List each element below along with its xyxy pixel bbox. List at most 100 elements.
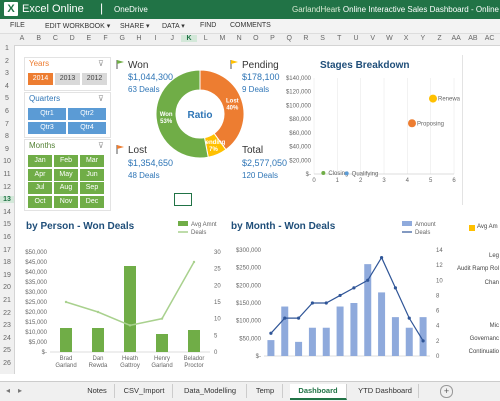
menu-data[interactable]: DATA ▾ bbox=[162, 23, 185, 30]
deals-point[interactable] bbox=[407, 316, 411, 320]
tab-temp[interactable]: Temp bbox=[248, 384, 283, 398]
deals-point[interactable] bbox=[393, 286, 398, 290]
person-bar[interactable] bbox=[124, 266, 136, 352]
month-chip[interactable]: Nov bbox=[54, 195, 78, 208]
column-header[interactable]: E bbox=[86, 35, 92, 42]
row-header[interactable]: 6 bbox=[5, 108, 9, 115]
deals-point[interactable] bbox=[160, 317, 164, 320]
deals-point[interactable] bbox=[338, 293, 342, 298]
deals-point[interactable] bbox=[269, 331, 273, 335]
row-header[interactable]: 17 bbox=[3, 246, 11, 254]
column-header[interactable]: AC bbox=[484, 35, 495, 42]
scroll-right-icon[interactable]: ▸ bbox=[18, 386, 23, 395]
column-header[interactable]: Q bbox=[286, 35, 292, 42]
deals-point[interactable] bbox=[366, 278, 370, 282]
filter-clear-icon[interactable]: ⊽ bbox=[98, 141, 104, 150]
add-sheet-button[interactable]: + bbox=[440, 385, 453, 398]
deals-point[interactable] bbox=[310, 301, 315, 305]
column-header[interactable]: P bbox=[270, 35, 275, 42]
month-chip[interactable]: Apr bbox=[28, 168, 52, 181]
donut-slice-won[interactable] bbox=[155, 69, 209, 159]
month-bar[interactable] bbox=[308, 327, 316, 356]
filter-clear-icon[interactable]: ⊽ bbox=[98, 59, 104, 68]
month-chip[interactable]: Jul bbox=[28, 182, 52, 194]
column-header[interactable]: L bbox=[203, 35, 208, 42]
column-header[interactable]: Z bbox=[437, 35, 442, 42]
deals-point[interactable] bbox=[283, 316, 287, 320]
year-chip-2014[interactable]: 2014 bbox=[28, 73, 53, 85]
point-renewal[interactable] bbox=[429, 94, 437, 103]
month-bar[interactable] bbox=[419, 317, 427, 356]
menu-edit-workbook[interactable]: EDIT WORKBOOK ▾ bbox=[45, 23, 111, 30]
deals-point[interactable] bbox=[379, 255, 384, 260]
month-chip[interactable]: Oct bbox=[28, 195, 52, 208]
month-bar[interactable] bbox=[336, 306, 344, 356]
month-bar[interactable] bbox=[350, 303, 358, 356]
row-header[interactable]: 13 bbox=[0, 196, 14, 204]
column-header[interactable]: W bbox=[386, 35, 393, 42]
tab-notes[interactable]: Notes bbox=[80, 384, 115, 398]
row-header[interactable]: 9 bbox=[5, 145, 9, 153]
row-header[interactable]: 10 bbox=[3, 158, 11, 166]
month-chip[interactable]: Mar bbox=[80, 155, 104, 167]
selected-cell[interactable] bbox=[174, 193, 192, 206]
month-bar[interactable] bbox=[391, 317, 399, 356]
point-qualifying[interactable] bbox=[344, 171, 349, 176]
column-header[interactable]: S bbox=[320, 35, 325, 42]
row-header[interactable]: 8 bbox=[5, 133, 9, 141]
deals-point[interactable] bbox=[64, 300, 68, 304]
person-bar[interactable] bbox=[92, 328, 104, 352]
column-header[interactable]: O bbox=[253, 35, 259, 42]
column-header[interactable]: R bbox=[303, 35, 309, 42]
quarter-chip-qtr3[interactable]: Qtr3 bbox=[28, 122, 66, 134]
row-header[interactable]: 23 bbox=[3, 322, 11, 330]
deals-point[interactable] bbox=[421, 339, 425, 343]
month-chip[interactable]: Jun bbox=[80, 168, 104, 181]
person-bar[interactable] bbox=[60, 328, 72, 352]
quarter-chip-qtr4[interactable]: Qtr4 bbox=[68, 122, 106, 134]
year-chip-2013[interactable]: 2013 bbox=[55, 73, 80, 85]
deals-point[interactable] bbox=[128, 324, 132, 327]
row-header[interactable]: 1 bbox=[5, 45, 9, 52]
tab-data-modelling[interactable]: Data_Modelling bbox=[174, 384, 247, 398]
month-bar[interactable] bbox=[322, 327, 330, 356]
tab-dashboard[interactable]: Dashboard bbox=[290, 384, 347, 400]
column-header[interactable]: G bbox=[119, 35, 125, 42]
column-header[interactable]: B bbox=[36, 35, 42, 42]
donut-slice-lost[interactable] bbox=[199, 69, 245, 151]
column-header[interactable]: X bbox=[403, 35, 409, 42]
month-chip[interactable]: Jan bbox=[28, 155, 52, 167]
column-header[interactable]: I bbox=[154, 35, 157, 42]
row-header[interactable]: 2 bbox=[5, 57, 9, 65]
column-header[interactable]: C bbox=[52, 35, 58, 42]
month-bar[interactable] bbox=[364, 264, 372, 356]
row-header[interactable]: 15 bbox=[3, 221, 11, 229]
column-header[interactable]: M bbox=[219, 35, 226, 42]
deals-point[interactable] bbox=[296, 316, 301, 320]
row-header[interactable]: 25 bbox=[3, 347, 11, 355]
month-chip[interactable]: Feb bbox=[54, 155, 78, 167]
row-header[interactable]: 22 bbox=[3, 309, 11, 317]
menu-find[interactable]: FIND bbox=[200, 22, 217, 29]
deals-point[interactable] bbox=[192, 260, 196, 264]
point-proposing[interactable] bbox=[408, 119, 416, 128]
month-bar[interactable] bbox=[281, 306, 289, 356]
column-header[interactable]: AA bbox=[451, 35, 461, 42]
row-header[interactable]: 4 bbox=[5, 82, 9, 90]
row-header[interactable]: 24 bbox=[3, 334, 11, 342]
menu-share[interactable]: SHARE ▾ bbox=[120, 23, 150, 30]
menu-comments[interactable]: COMMENTS bbox=[230, 22, 271, 29]
tab-ytd-dashboard[interactable]: YTD Dashboard bbox=[352, 384, 419, 398]
column-header[interactable]: J bbox=[170, 35, 175, 42]
filter-clear-icon[interactable]: ⊽ bbox=[98, 94, 104, 103]
menu-file[interactable]: FILE bbox=[10, 22, 25, 29]
month-bar[interactable] bbox=[295, 341, 303, 356]
quarter-chip-qtr1[interactable]: Qtr1 bbox=[28, 108, 66, 120]
column-header[interactable]: AB bbox=[468, 35, 478, 42]
column-header[interactable]: V bbox=[370, 35, 376, 42]
month-chip[interactable]: May bbox=[54, 168, 78, 181]
month-chip[interactable]: Aug bbox=[54, 182, 78, 194]
month-chip[interactable]: Dec bbox=[80, 195, 104, 208]
row-header[interactable]: 14 bbox=[3, 208, 11, 216]
column-header[interactable]: D bbox=[69, 35, 75, 42]
